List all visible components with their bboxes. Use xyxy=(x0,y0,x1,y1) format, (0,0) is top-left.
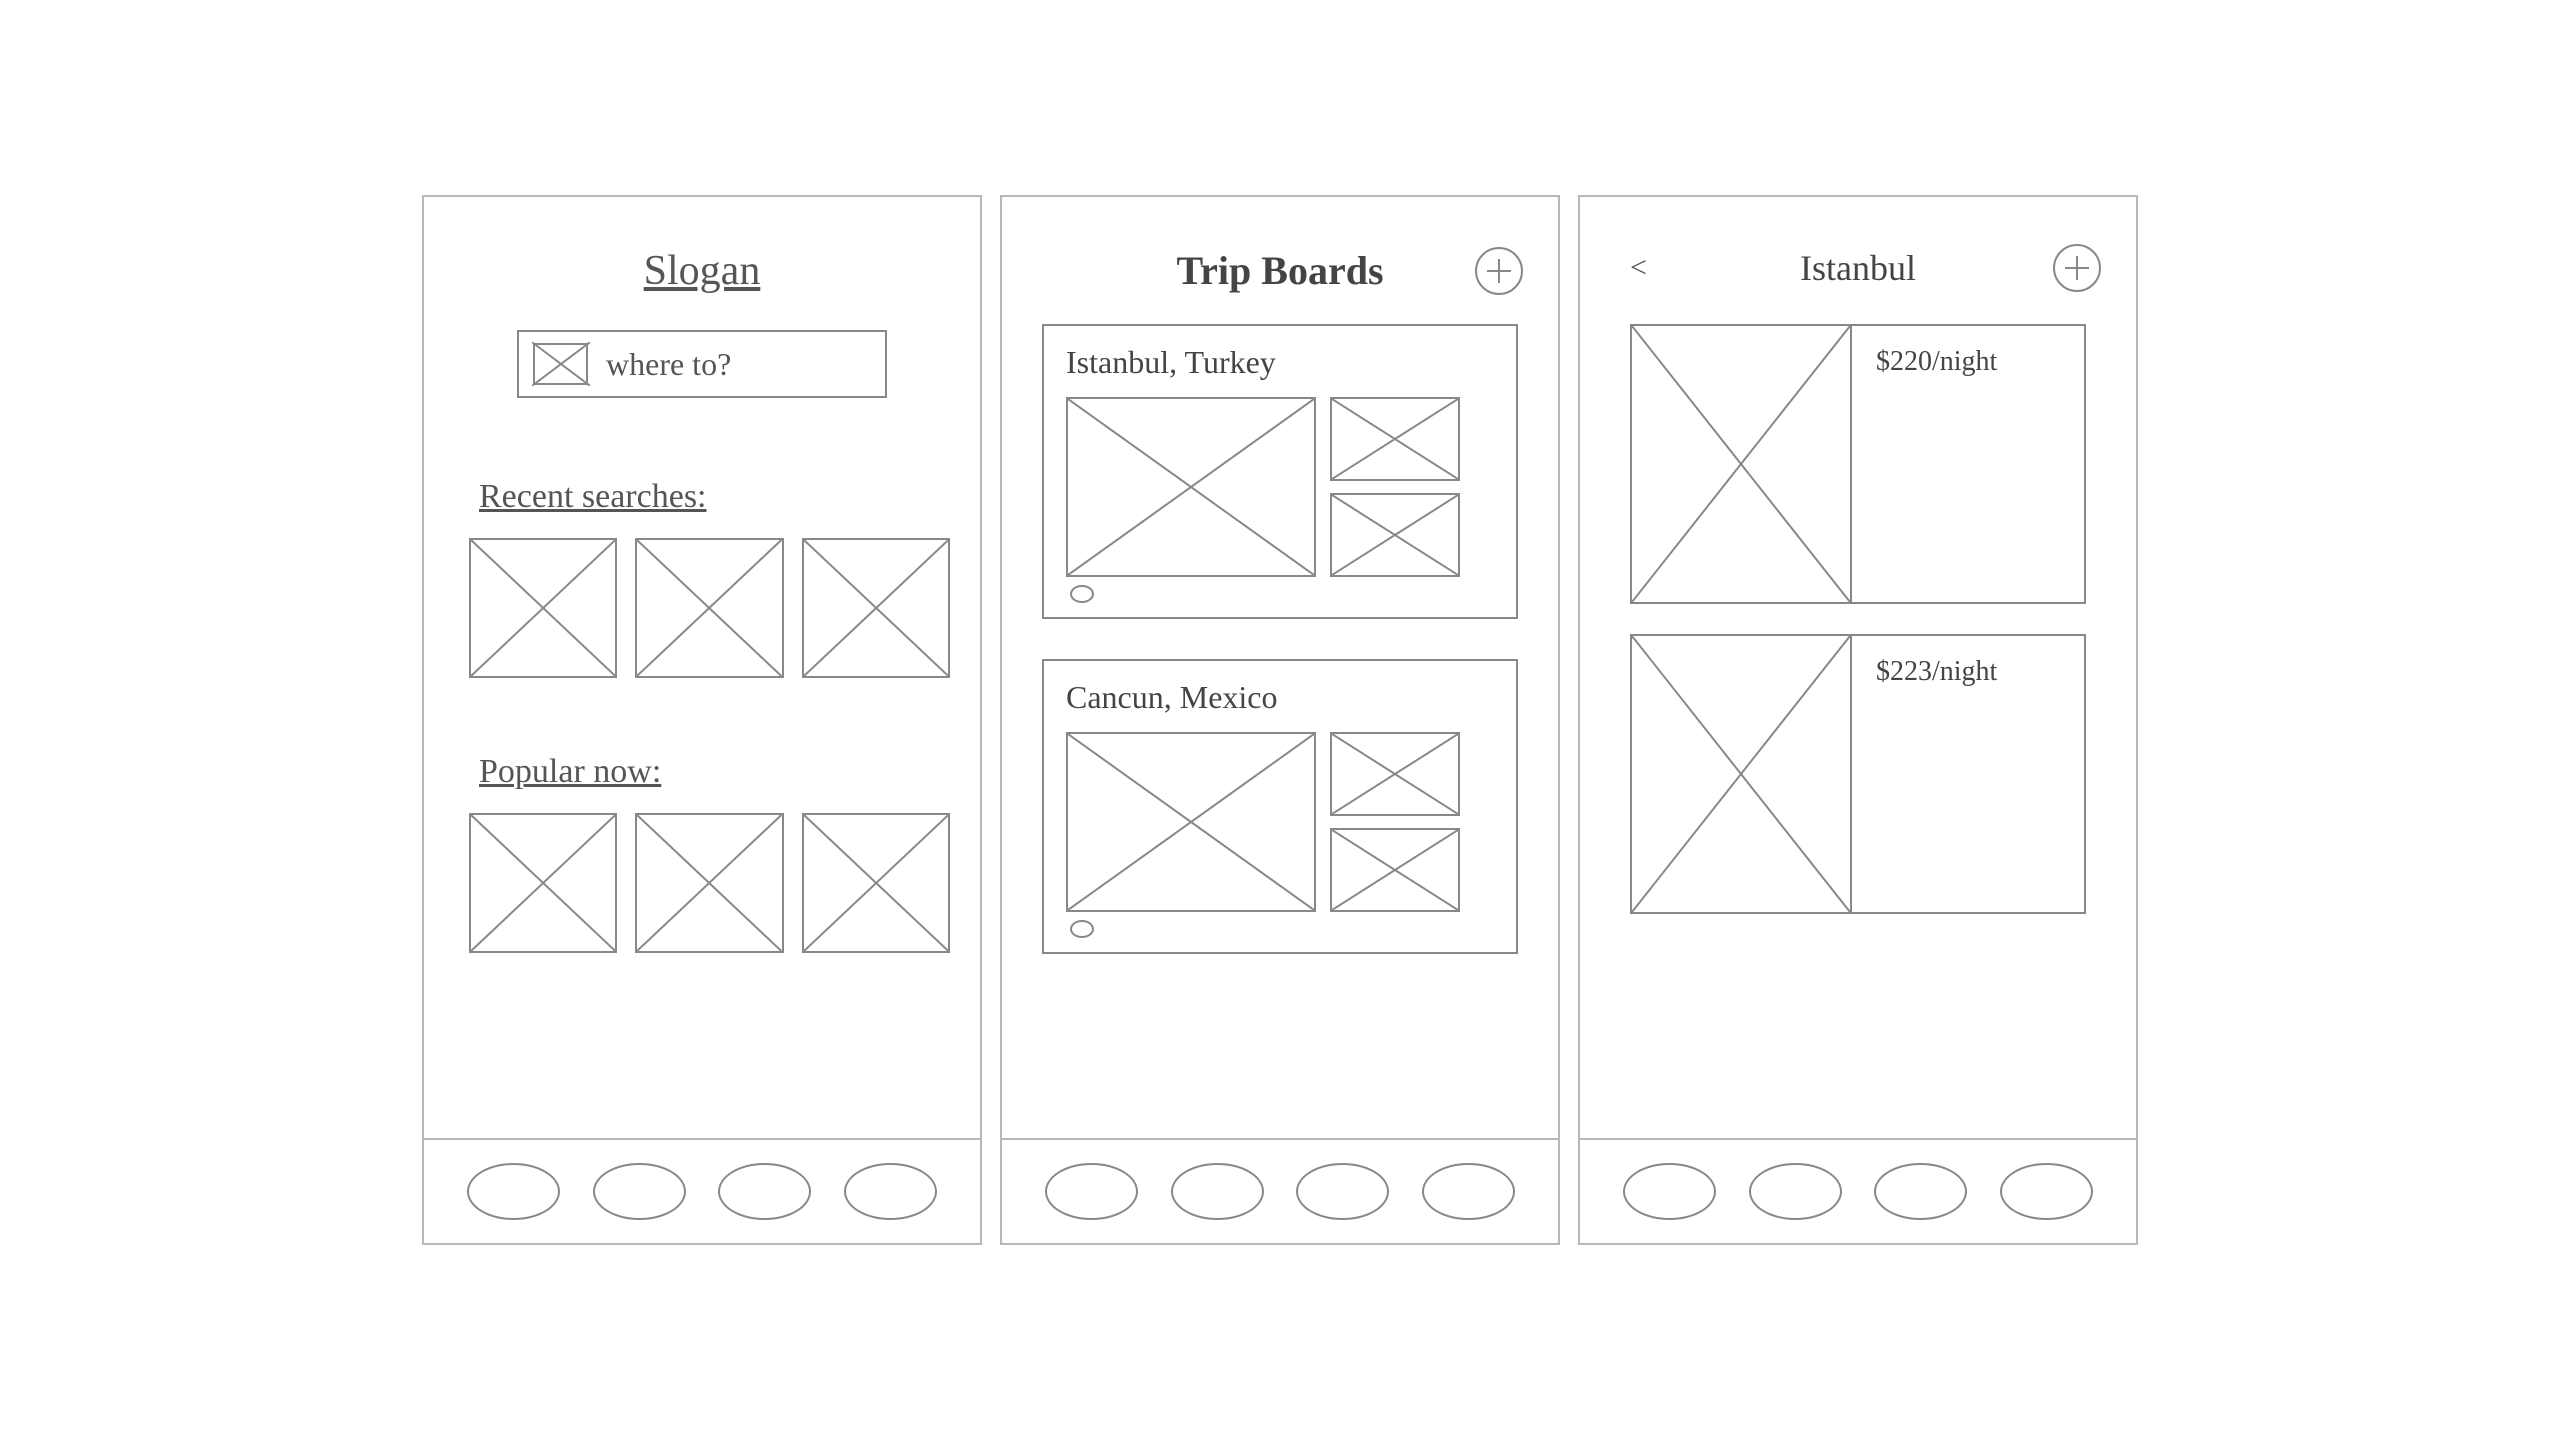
board-indicator-icon xyxy=(1070,920,1094,938)
tab-item[interactable] xyxy=(1045,1163,1138,1220)
board-main-image xyxy=(1066,397,1316,577)
popular-now-label: Popular now: xyxy=(479,753,950,791)
detail-content: < Istanbul $220/night $223/night xyxy=(1580,197,2136,1138)
listing-info: $223/night xyxy=(1852,636,2084,912)
board-side-images xyxy=(1330,397,1460,577)
listing-card[interactable]: $223/night xyxy=(1630,634,2086,914)
listing-price: $220/night xyxy=(1876,346,2060,378)
tab-item[interactable] xyxy=(1623,1163,1716,1220)
board-card[interactable]: Istanbul, Turkey xyxy=(1042,324,1518,619)
board-small-image xyxy=(1330,493,1460,577)
listing-card[interactable]: $220/night xyxy=(1630,324,2086,604)
wireframe-container: Slogan where to? Recent searches: Popula… xyxy=(422,195,2138,1245)
tab-item[interactable] xyxy=(467,1163,560,1220)
tab-bar xyxy=(424,1138,980,1243)
tab-item[interactable] xyxy=(2000,1163,2093,1220)
board-indicator-icon xyxy=(1070,585,1094,603)
board-small-image xyxy=(1330,828,1460,912)
board-images xyxy=(1066,732,1494,912)
slogan-title: Slogan xyxy=(454,247,950,295)
popular-thumb[interactable] xyxy=(635,813,783,953)
tab-item[interactable] xyxy=(1296,1163,1389,1220)
detail-header: < Istanbul xyxy=(1610,247,2106,289)
recent-thumb[interactable] xyxy=(802,538,950,678)
search-placeholder-text: where to? xyxy=(606,346,731,383)
phone-frame-tripboards: Trip Boards Istanbul, Turkey Cancun, Mex… xyxy=(1000,195,1560,1245)
board-main-image xyxy=(1066,732,1316,912)
board-small-image xyxy=(1330,397,1460,481)
search-input[interactable]: where to? xyxy=(517,330,887,398)
board-card[interactable]: Cancun, Mexico xyxy=(1042,659,1518,954)
back-button[interactable]: < xyxy=(1630,251,1647,285)
tripboards-header: Trip Boards xyxy=(1032,247,1528,294)
add-board-button[interactable] xyxy=(1475,247,1523,295)
tab-item[interactable] xyxy=(1422,1163,1515,1220)
recent-thumb[interactable] xyxy=(635,538,783,678)
listing-info: $220/night xyxy=(1852,326,2084,602)
phone-frame-detail: < Istanbul $220/night $223/night xyxy=(1578,195,2138,1245)
board-title: Istanbul, Turkey xyxy=(1066,344,1494,381)
recent-searches-row xyxy=(469,538,950,678)
listing-image xyxy=(1632,636,1852,912)
add-listing-button[interactable] xyxy=(2053,244,2101,292)
recent-thumb[interactable] xyxy=(469,538,617,678)
board-title: Cancun, Mexico xyxy=(1066,679,1494,716)
listing-image xyxy=(1632,326,1852,602)
tab-item[interactable] xyxy=(593,1163,686,1220)
tripboards-content: Trip Boards Istanbul, Turkey Cancun, Mex… xyxy=(1002,197,1558,1138)
board-images xyxy=(1066,397,1494,577)
popular-thumb[interactable] xyxy=(802,813,950,953)
search-icon xyxy=(533,343,588,385)
tab-bar xyxy=(1580,1138,2136,1243)
listing-price: $223/night xyxy=(1876,656,2060,688)
phone-frame-home: Slogan where to? Recent searches: Popula… xyxy=(422,195,982,1245)
tab-item[interactable] xyxy=(1874,1163,1967,1220)
recent-searches-label: Recent searches: xyxy=(479,478,950,516)
tab-item[interactable] xyxy=(1171,1163,1264,1220)
home-content: Slogan where to? Recent searches: Popula… xyxy=(424,197,980,1138)
tab-item[interactable] xyxy=(718,1163,811,1220)
tripboards-title: Trip Boards xyxy=(1176,247,1383,294)
popular-now-row xyxy=(469,813,950,953)
board-side-images xyxy=(1330,732,1460,912)
tab-bar xyxy=(1002,1138,1558,1243)
tab-item[interactable] xyxy=(844,1163,937,1220)
popular-thumb[interactable] xyxy=(469,813,617,953)
board-small-image xyxy=(1330,732,1460,816)
detail-title: Istanbul xyxy=(1800,247,1916,289)
tab-item[interactable] xyxy=(1749,1163,1842,1220)
